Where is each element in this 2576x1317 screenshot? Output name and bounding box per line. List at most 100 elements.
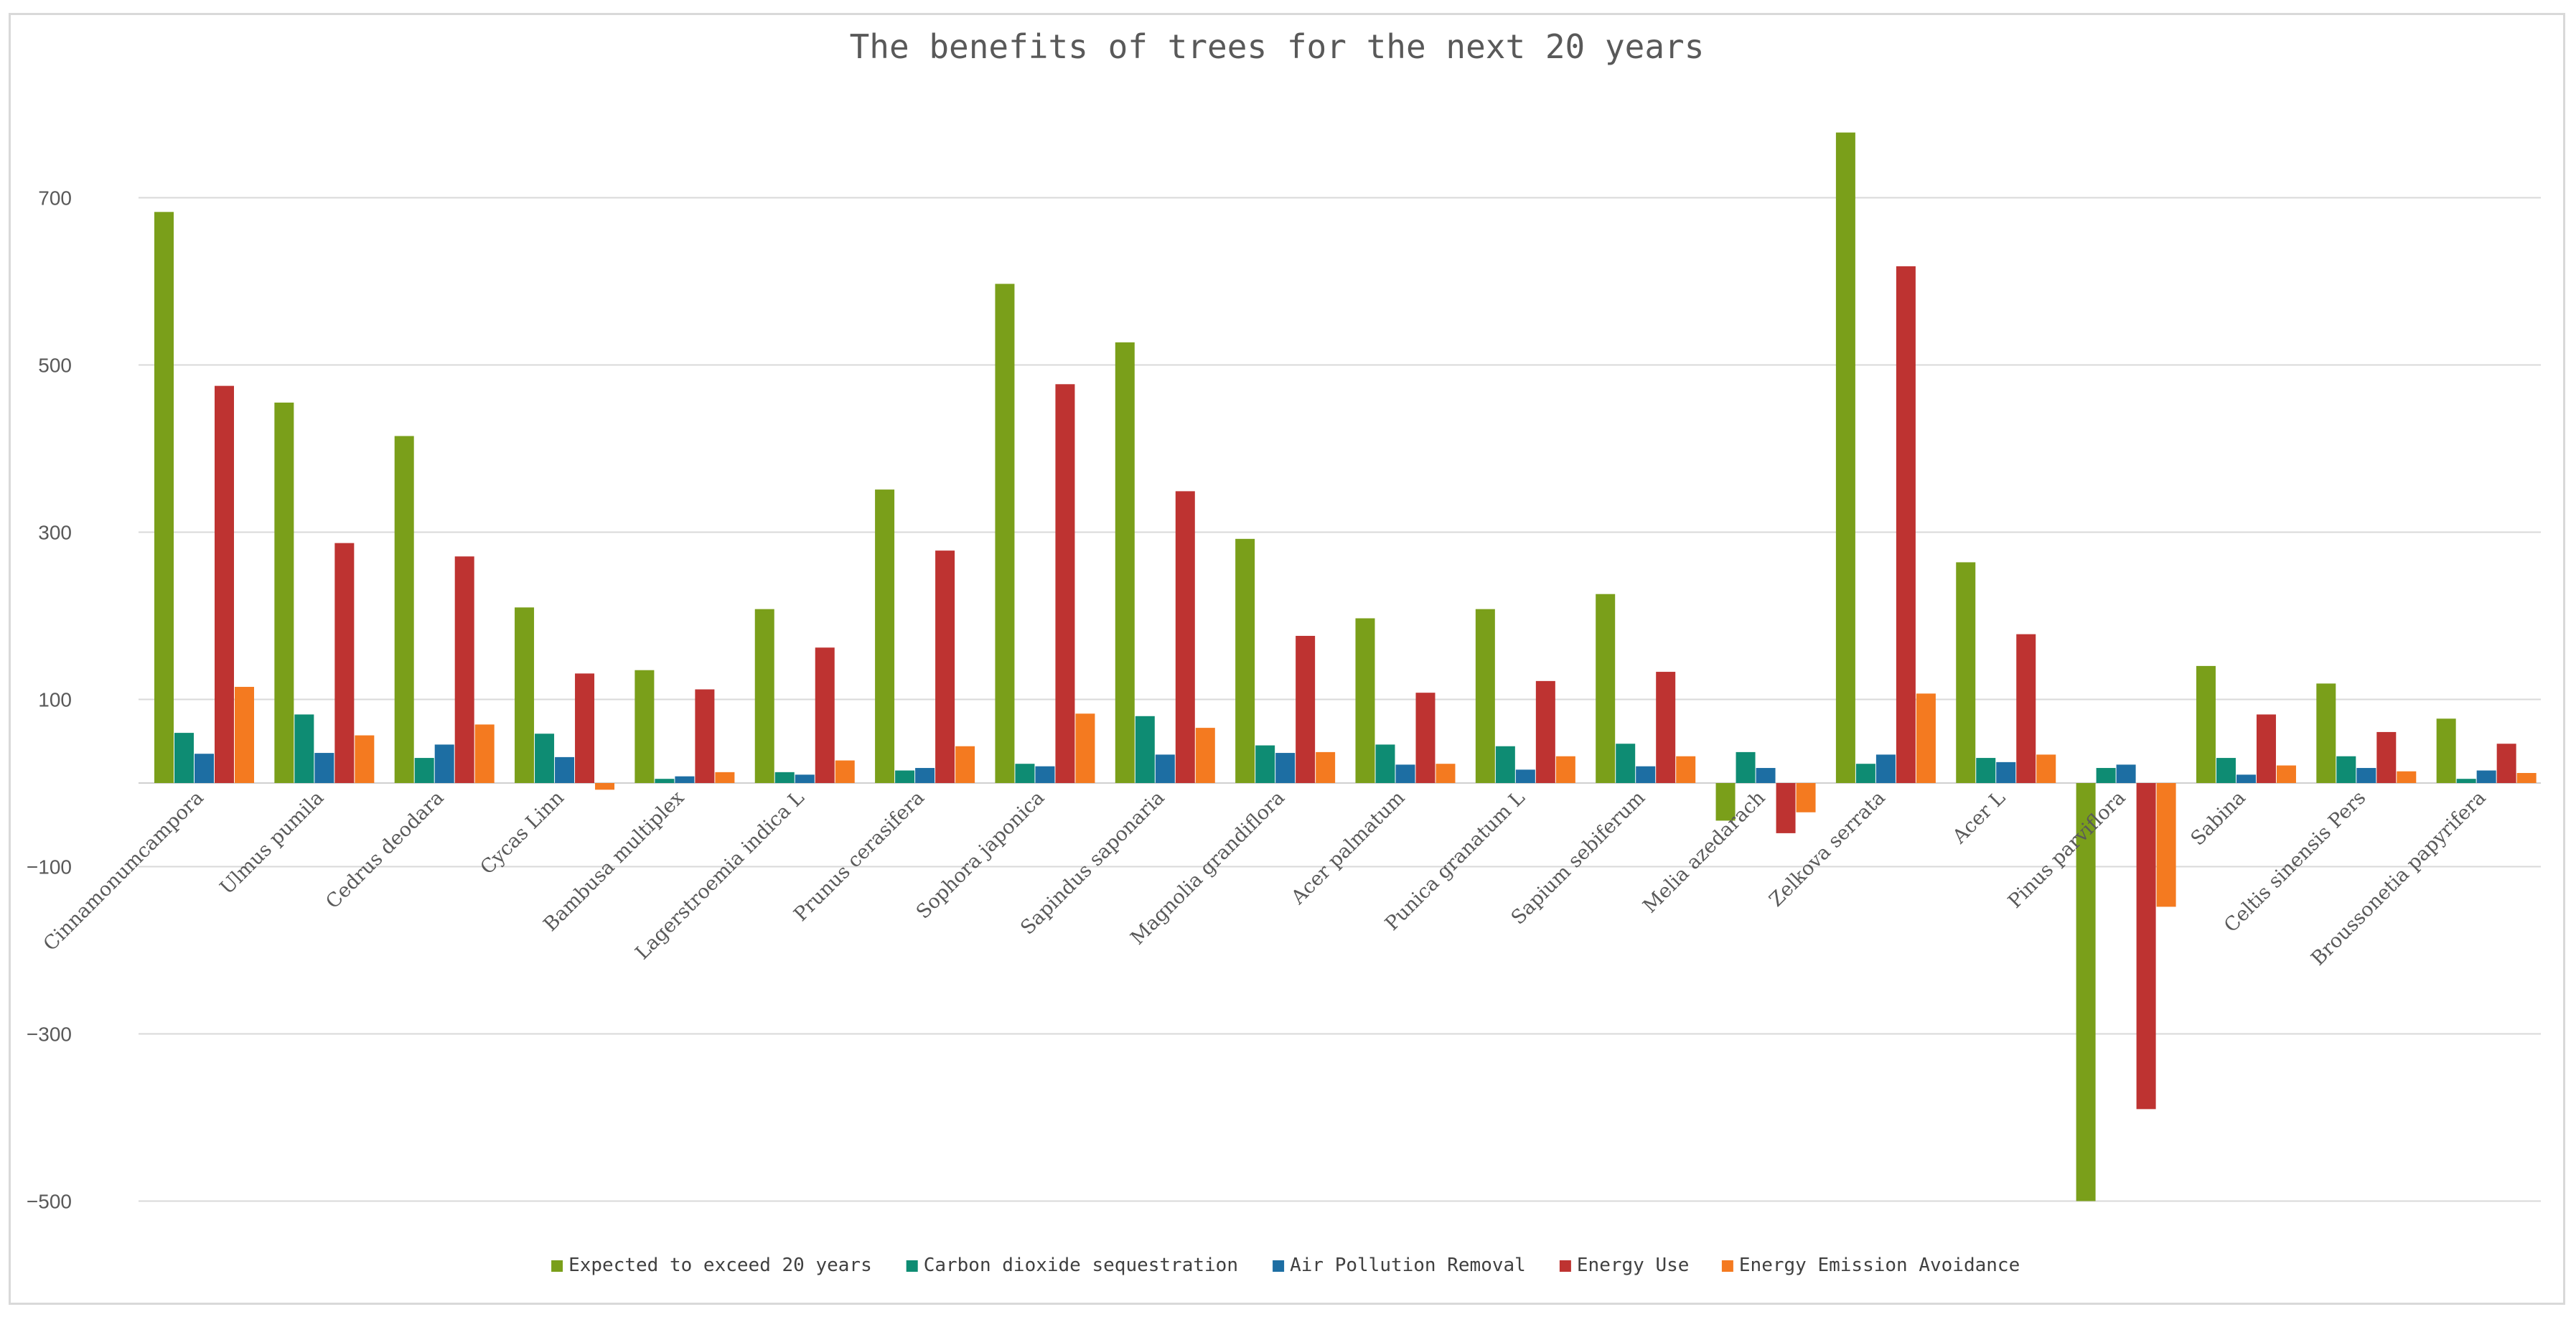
bar-2-9 [1135,716,1155,783]
bar-5-5 [715,772,735,783]
bar-2-5 [655,779,675,783]
category-label: Acer L [1948,787,2010,848]
bar-2-7 [895,770,915,783]
bar-1-17 [2076,783,2096,1201]
bar-3-9 [1155,754,1175,783]
bar-5-14 [1796,783,1816,812]
bar-5-18 [2276,765,2296,783]
bar-4-8 [1055,384,1075,783]
bar-1-6 [754,609,774,783]
y-tick-label: −300 [27,1023,72,1046]
legend-label-3: Air Pollution Removal [1290,1255,1526,1276]
legend-swatch-1 [551,1260,563,1272]
bar-5-15 [1916,693,1936,783]
bar-2-11 [1375,744,1395,783]
y-axis-ticks: 700 500 300 100 −100 −300 −500 [27,187,72,1213]
bar-5-10 [1316,751,1336,783]
bar-3-4 [555,756,575,783]
bar-4-10 [1296,635,1316,783]
bar-2-10 [1255,745,1275,783]
bar-1-1 [154,212,174,783]
bar-4-11 [1415,693,1435,783]
category-label: Sophora japonica [912,787,1049,924]
bar-3-12 [1515,769,1535,783]
bar-4-1 [215,385,234,783]
bar-1-10 [1235,538,1255,783]
bar-1-12 [1475,609,1495,783]
bar-3-5 [675,776,695,783]
bar-3-8 [1035,766,1055,783]
bar-4-6 [815,647,835,783]
bar-1-19 [2316,683,2336,783]
category-label: Sapium sebiferum [1507,787,1649,929]
bar-1-9 [1115,342,1135,783]
bar-1-8 [995,283,1015,783]
bar-5-17 [2156,783,2176,907]
bar-1-14 [1715,783,1736,821]
bar-2-8 [1015,764,1035,783]
bar-3-17 [2116,764,2136,783]
category-label: Acer palmatum [1287,787,1410,909]
category-label: Cedrus deodara [322,787,448,913]
legend: Expected to exceed 20 years Carbon dioxid… [551,1255,2020,1276]
bar-5-9 [1195,728,1215,783]
bar-2-6 [774,772,795,783]
bar-2-15 [1855,764,1875,783]
bar-1-15 [1835,132,1855,783]
bar-3-19 [2356,768,2376,783]
bar-3-7 [915,768,935,783]
bar-4-12 [1535,680,1555,783]
bar-3-6 [795,774,815,783]
bar-1-2 [274,402,294,783]
bar-1-11 [1355,618,1375,783]
bar-2-20 [2456,779,2476,783]
bar-5-11 [1435,764,1456,783]
bar-4-16 [2016,634,2036,783]
y-tick-label: −500 [27,1191,72,1213]
bar-3-16 [1996,761,2016,783]
bar-5-6 [835,760,855,783]
bar-3-15 [1875,754,1896,783]
legend-label-5: Energy Emission Avoidance [1739,1255,2020,1276]
y-tick-label: 100 [38,689,72,711]
bar-1-4 [515,607,535,783]
bar-2-19 [2336,756,2356,783]
y-tick-label: −100 [27,856,72,878]
bar-2-14 [1736,751,1756,783]
bar-5-12 [1555,756,1575,783]
y-tick-label: 700 [38,187,72,210]
legend-swatch-4 [1559,1260,1571,1272]
bar-1-3 [394,436,414,783]
bars [154,132,2537,1201]
category-label: Melia azedarach [1639,787,1769,917]
bar-4-2 [334,543,355,783]
y-tick-label: 300 [38,522,72,544]
bar-5-16 [2036,754,2056,783]
category-label: Prunus cerasifera [790,787,929,926]
bar-3-18 [2236,774,2256,783]
bar-4-17 [2136,783,2156,1110]
category-label: Sabina [2187,787,2250,850]
bar-2-17 [2096,768,2116,783]
bar-5-13 [1676,756,1696,783]
bar-2-18 [2216,758,2236,783]
bar-4-7 [935,550,955,783]
bar-1-5 [634,670,655,783]
category-label: Cycas Linn [476,787,568,879]
bar-4-14 [1776,783,1796,833]
bar-1-16 [1956,562,1976,783]
bar-2-1 [174,733,194,783]
bar-2-4 [535,734,555,783]
gridlines [139,197,2541,1202]
bar-1-7 [875,489,895,783]
chart-title: The benefits of trees for the next 20 ye… [850,27,1705,66]
legend-label-2: Carbon dioxide sequestration [924,1255,1238,1276]
bar-4-20 [2496,744,2516,783]
bar-5-20 [2516,773,2537,783]
bar-5-4 [595,783,615,790]
bar-3-10 [1275,753,1296,783]
bar-5-19 [2397,771,2417,783]
bar-5-2 [355,735,375,783]
bar-2-13 [1616,744,1636,783]
bar-3-3 [434,744,454,783]
